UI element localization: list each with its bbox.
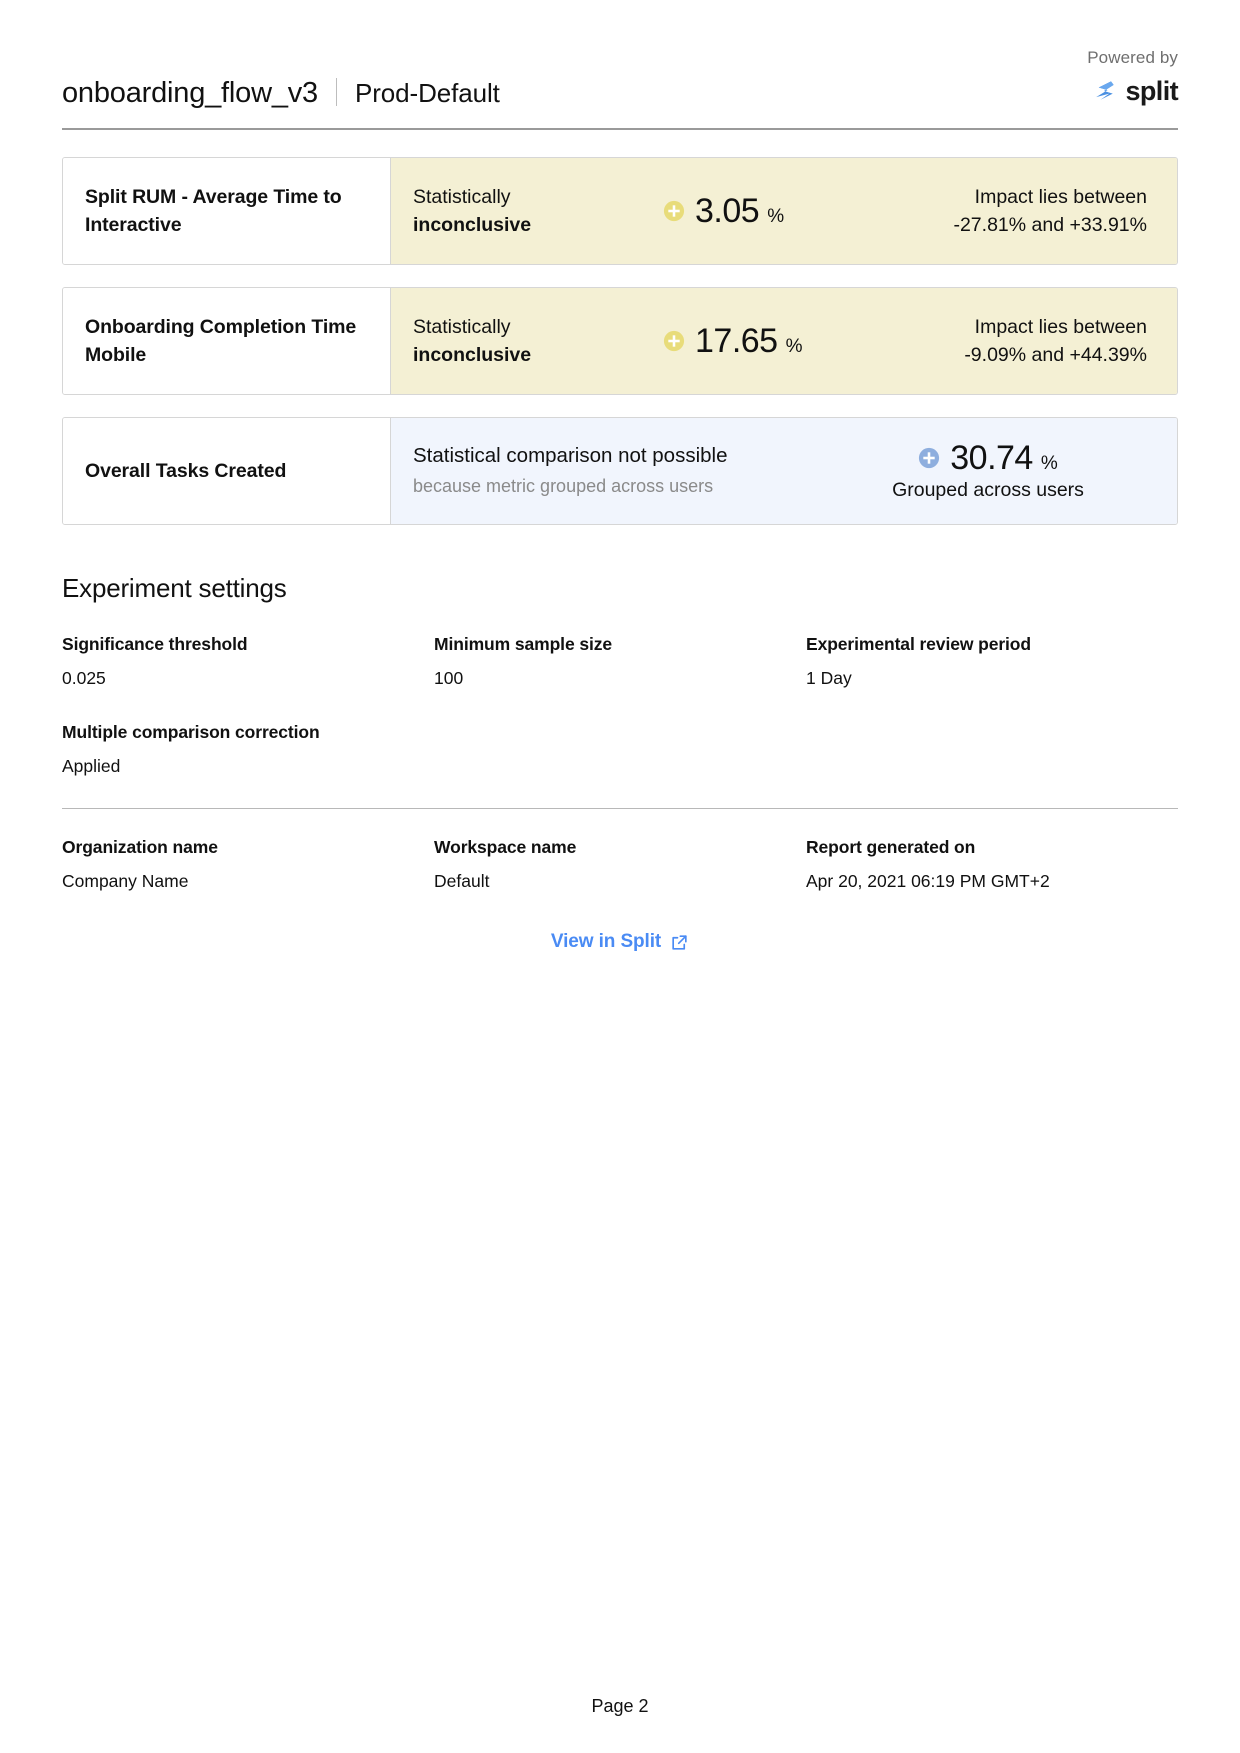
settings-field: Significance threshold 0.025 bbox=[62, 632, 434, 690]
settings-divider bbox=[62, 808, 1178, 809]
metric-value: 30.74 bbox=[950, 438, 1033, 477]
meta-field-value: Company Name bbox=[62, 870, 189, 891]
metric-impact-line2: -27.81% and +33.91% bbox=[953, 214, 1147, 236]
split-brand: split bbox=[1087, 75, 1179, 106]
metric-value-group: 17.65 % bbox=[663, 324, 913, 358]
metric-cards-list: Split RUM - Average Time to Interactive … bbox=[62, 157, 1178, 547]
metric-value-caption: Grouped across users bbox=[892, 478, 1084, 501]
metric-value-group: 3.05 % bbox=[663, 194, 913, 228]
powered-by-block: Powered by split bbox=[1087, 48, 1178, 105]
title-divider bbox=[335, 78, 337, 106]
metric-name: Onboarding Completion Time Mobile bbox=[85, 315, 357, 366]
meta-field-value: Apr 20, 2021 06:19 PM GMT+2 bbox=[806, 870, 1050, 891]
settings-grid: Significance threshold 0.025 Minimum sam… bbox=[62, 632, 1178, 778]
metric-value-row: 30.74 % bbox=[847, 441, 1129, 475]
metric-card-name-cell: Split RUM - Average Time to Interactive bbox=[63, 158, 391, 264]
plus-circle-icon bbox=[663, 330, 685, 352]
view-in-split-label: View in Split bbox=[550, 931, 662, 952]
metric-impact-line1: Impact lies between bbox=[974, 185, 1147, 208]
report-meta-grid: Organization name Company Name Workspace… bbox=[62, 835, 1178, 893]
metric-impact-range: Impact lies between -9.09% and +44.39% bbox=[913, 313, 1147, 370]
metric-status-line1: Statistically bbox=[413, 315, 511, 338]
plus-circle-icon bbox=[663, 200, 685, 222]
metric-status: Statistically inconclusive bbox=[413, 183, 663, 240]
view-link-container: View in Split bbox=[62, 931, 1178, 953]
meta-field: Workspace name Default bbox=[434, 835, 806, 893]
report-header: Powered by split onboarding_flow_v3 Prod… bbox=[62, 0, 1179, 144]
metric-card-name-cell: Onboarding Completion Time Mobile bbox=[63, 288, 391, 394]
metric-card-body: Statistically inconclusive 3.05 % bbox=[391, 158, 1177, 264]
settings-field-value: 1 Day bbox=[806, 667, 852, 688]
meta-field-label: Report generated on bbox=[806, 837, 976, 857]
metric-impact-line2: -9.09% and +44.39% bbox=[964, 344, 1147, 366]
settings-field-label: Minimum sample size bbox=[434, 634, 613, 654]
settings-field: Minimum sample size 100 bbox=[434, 632, 806, 690]
meta-field-label: Organization name bbox=[62, 837, 218, 857]
metric-value: 3.05 bbox=[695, 192, 760, 230]
split-logo-icon bbox=[1090, 77, 1118, 105]
metric-value: 17.65 bbox=[695, 322, 778, 360]
environment-name: Prod-Default bbox=[354, 78, 500, 108]
powered-by-label: Powered by bbox=[1087, 48, 1178, 67]
metric-status-line1: Statistically bbox=[413, 185, 511, 208]
meta-field: Report generated on Apr 20, 2021 06:19 P… bbox=[806, 835, 1178, 893]
metric-status-line2: inconclusive bbox=[413, 344, 532, 366]
metric-value-unit: % bbox=[1040, 452, 1058, 474]
settings-field-label: Significance threshold bbox=[62, 634, 248, 654]
metric-impact-line1: Impact lies between bbox=[974, 315, 1147, 338]
settings-field-value: Applied bbox=[62, 755, 121, 776]
metric-card-body: Statistically inconclusive 17.65 % bbox=[391, 288, 1177, 394]
settings-field: Experimental review period 1 Day bbox=[806, 632, 1178, 690]
experiment-name: onboarding_flow_v3 bbox=[62, 77, 318, 109]
view-in-split-link[interactable]: View in Split bbox=[551, 931, 689, 953]
header-divider bbox=[62, 128, 1178, 130]
meta-field: Organization name Company Name bbox=[62, 835, 434, 893]
settings-heading: Experiment settings bbox=[62, 573, 287, 603]
metric-value-unit: % bbox=[785, 336, 803, 357]
metric-name: Split RUM - Average Time to Interactive bbox=[85, 185, 342, 236]
metric-card-body: Statistical comparison not possible beca… bbox=[391, 418, 1177, 524]
metric-value-group: 30.74 % Grouped across users bbox=[847, 441, 1147, 502]
metric-card[interactable]: Onboarding Completion Time Mobile Statis… bbox=[62, 287, 1178, 395]
metric-status: Statistically inconclusive bbox=[413, 313, 663, 370]
metric-no-comparison-line1: Statistical comparison not possible bbox=[413, 443, 728, 467]
metric-impact-range: Impact lies between -27.81% and +33.91% bbox=[913, 183, 1147, 240]
settings-field-value: 0.025 bbox=[62, 667, 106, 688]
page-number: Page 2 bbox=[591, 1696, 649, 1716]
metric-card[interactable]: Split RUM - Average Time to Interactive … bbox=[62, 157, 1178, 265]
page-title: onboarding_flow_v3 Prod-Default bbox=[62, 74, 1178, 110]
metric-card-name-cell: Overall Tasks Created bbox=[63, 418, 391, 524]
settings-field-value: 100 bbox=[434, 667, 464, 688]
split-wordmark: split bbox=[1125, 75, 1178, 106]
metric-name: Overall Tasks Created bbox=[85, 459, 287, 482]
plus-circle-icon bbox=[918, 447, 940, 469]
metric-value-unit: % bbox=[767, 206, 785, 227]
settings-field-label: Experimental review period bbox=[806, 634, 1031, 654]
external-link-icon bbox=[670, 933, 689, 952]
meta-field-label: Workspace name bbox=[434, 837, 577, 857]
metric-no-comparison-line2: because metric grouped across users bbox=[413, 476, 714, 497]
meta-field-value: Default bbox=[434, 870, 490, 891]
metric-no-comparison-text: Statistical comparison not possible beca… bbox=[413, 442, 847, 501]
settings-field-label: Multiple comparison correction bbox=[62, 722, 320, 742]
metric-card[interactable]: Overall Tasks Created Statistical compar… bbox=[62, 417, 1178, 525]
settings-field: Multiple comparison correction Applied bbox=[62, 720, 434, 778]
metric-status-line2: inconclusive bbox=[413, 214, 532, 236]
